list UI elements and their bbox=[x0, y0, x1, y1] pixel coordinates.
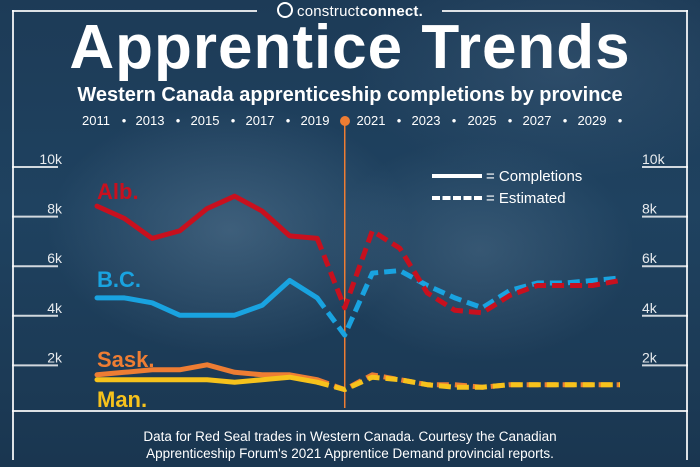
y-tick-label-left: 10k bbox=[39, 151, 63, 167]
series-line-sask-actual bbox=[94, 362, 320, 383]
y-tick-label-left: 6k bbox=[47, 250, 63, 266]
y-tick-label-right: 6k bbox=[642, 250, 658, 266]
x-tick-separator-dot: • bbox=[121, 113, 127, 128]
series-label-man: Man. bbox=[97, 387, 147, 412]
x-tick-label: 2011 bbox=[82, 113, 110, 128]
frame-bottom-line bbox=[12, 410, 688, 412]
x-tick-separator-dot: • bbox=[285, 113, 291, 128]
x-tick-separator-dot: • bbox=[175, 113, 181, 128]
x-tick-separator-dot: • bbox=[396, 113, 402, 128]
series-line-man-estimated bbox=[316, 374, 620, 393]
x-tick-separator-dot: • bbox=[451, 113, 457, 128]
frame-top-right-line bbox=[442, 10, 688, 12]
frame-right-line bbox=[686, 10, 688, 460]
legend-label-estimated: = Estimated bbox=[486, 189, 566, 207]
y-tick-label-left: 4k bbox=[47, 300, 63, 316]
source-note-line-2: Apprenticeship Forum's 2021 Apprentice D… bbox=[146, 446, 554, 461]
frame-top-left-line bbox=[12, 10, 257, 12]
year-marker-dot bbox=[339, 116, 350, 126]
x-axis-year-row: 2011 • 2013 • 2015 • 2017 • 2019 2021 • 2023 • 2025 • 2… bbox=[0, 113, 700, 131]
frame-left-line bbox=[12, 10, 14, 460]
x-tick-separator-dot: • bbox=[230, 113, 236, 128]
y-tick-label-left: 2k bbox=[47, 349, 63, 365]
y-tick-label-right: 2k bbox=[642, 349, 658, 365]
x-tick-label: 2019 bbox=[300, 113, 330, 128]
legend-label-completions: = Completions bbox=[486, 167, 583, 185]
series-line-bc-actual bbox=[94, 278, 320, 318]
series-label-bc: B.C. bbox=[97, 267, 141, 292]
x-tick-label: 2021 bbox=[356, 113, 386, 128]
y-tick-label-left: 8k bbox=[47, 201, 63, 217]
chart-subtitle: Western Canada apprenticeship completion… bbox=[77, 84, 623, 106]
x-tick-label: 2017 bbox=[245, 113, 275, 128]
x-tick-label: 2015 bbox=[190, 113, 220, 128]
legend-item-completions: = Completions bbox=[432, 165, 582, 187]
series-label-sask: Sask. bbox=[97, 347, 155, 372]
legend-solid-swatch bbox=[432, 174, 482, 178]
series-line-bc-estimated bbox=[315, 268, 621, 338]
brand-logo: constructconnect. bbox=[0, 2, 700, 20]
legend-dashed-swatch bbox=[432, 196, 482, 200]
x-tick-label: 2029 bbox=[577, 113, 607, 128]
source-note-line-1: Data for Red Seal trades in Western Cana… bbox=[143, 429, 557, 444]
x-tick-label: 2023 bbox=[411, 113, 441, 128]
x-tick-label: 2027 bbox=[522, 113, 552, 128]
logo-icon bbox=[277, 2, 294, 18]
y-tick-label-right: 4k bbox=[642, 300, 658, 316]
x-tick-label: 2013 bbox=[135, 113, 165, 128]
y-tick-label-right: 10k bbox=[642, 151, 666, 167]
brand-name-part1: construct bbox=[297, 3, 360, 20]
x-tick-separator-dot: • bbox=[562, 113, 568, 128]
brand-name-part2: connect. bbox=[359, 3, 423, 20]
legend: = Completions = Estimated bbox=[432, 165, 582, 209]
x-tick-separator-dot: • bbox=[617, 113, 623, 128]
chart-title: Apprentice Trends bbox=[69, 13, 631, 82]
series-line-man-actual bbox=[94, 374, 320, 385]
y-tick-label-right: 8k bbox=[642, 201, 658, 217]
source-note: Data for Red Seal trades in Western Cana… bbox=[0, 428, 700, 462]
legend-item-estimated: = Estimated bbox=[432, 187, 582, 209]
series-line-alb-actual bbox=[94, 193, 320, 241]
x-tick-label: 2025 bbox=[467, 113, 497, 128]
x-tick-separator-dot: • bbox=[507, 113, 513, 128]
series-label-alb: Alb. bbox=[97, 179, 139, 204]
